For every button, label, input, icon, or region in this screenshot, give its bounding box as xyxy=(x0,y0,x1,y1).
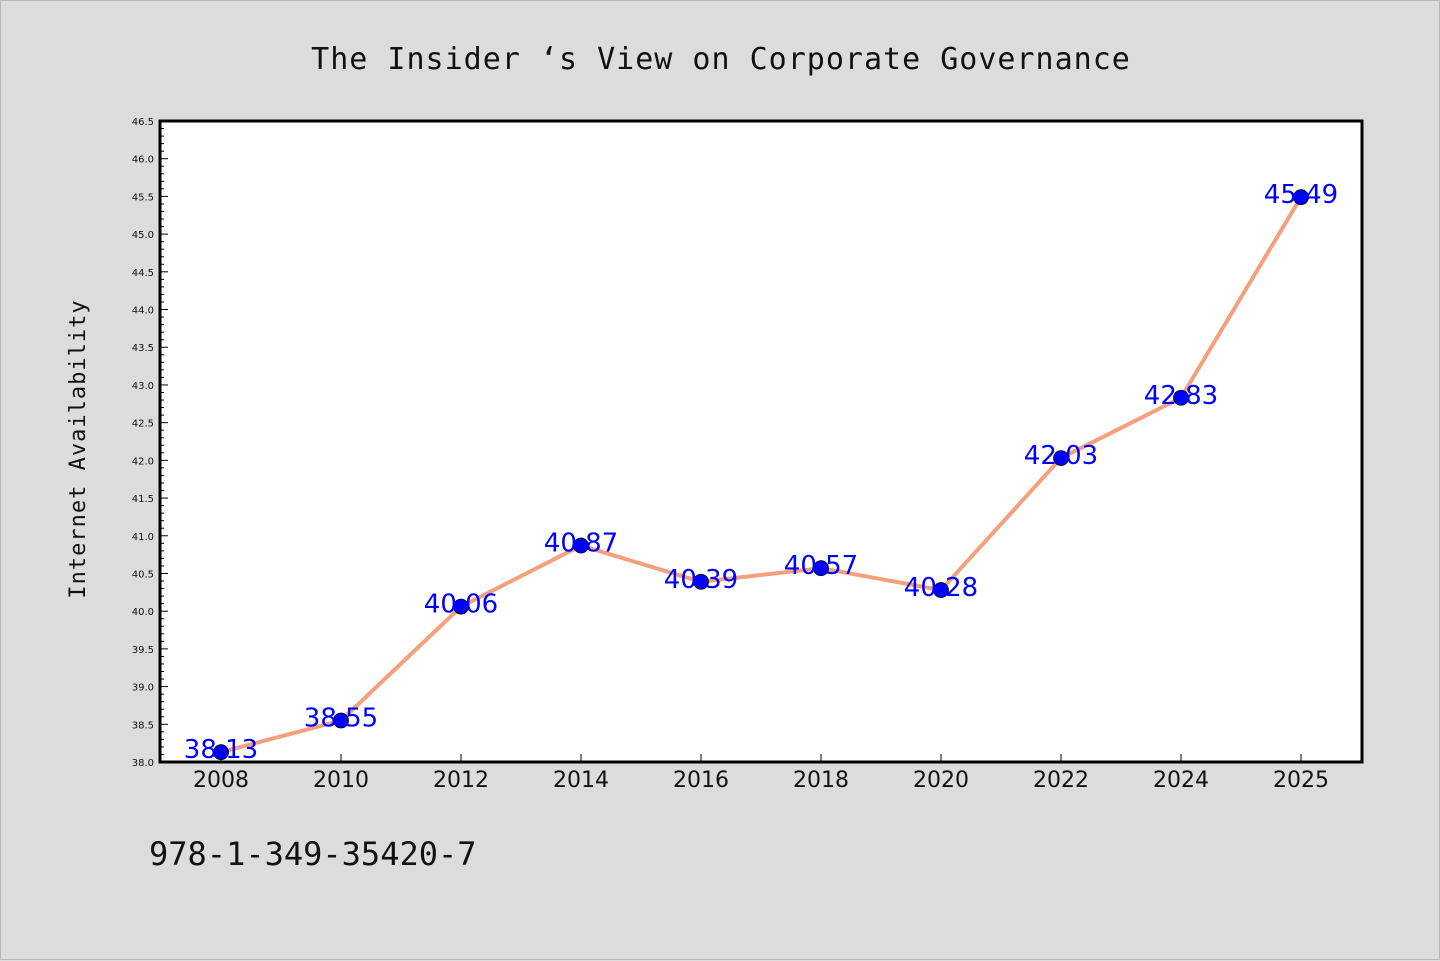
data-label: 40.57 xyxy=(784,551,858,581)
data-label: 45.49 xyxy=(1264,180,1338,210)
x-tick-label: 2025 xyxy=(1273,768,1329,793)
plot-area xyxy=(158,119,1364,764)
y-tick-label: 42.5 xyxy=(132,419,154,430)
y-tick-label: 38.0 xyxy=(132,758,154,769)
data-point xyxy=(213,744,229,761)
y-tick-label: 43.5 xyxy=(132,343,154,354)
y-axis-label: Internet Availability xyxy=(66,299,91,598)
y-tick-label: 45.5 xyxy=(132,192,154,203)
data-point xyxy=(933,582,949,598)
y-tick-label: 39.0 xyxy=(132,683,154,694)
y-tick-label: 40.5 xyxy=(132,569,154,580)
x-tick-label: 2014 xyxy=(553,768,609,793)
data-label: 40.28 xyxy=(904,573,978,603)
y-tick-label: 46.0 xyxy=(132,155,154,166)
y-tick-label: 46.5 xyxy=(132,117,154,128)
y-tick-label: 42.0 xyxy=(132,456,154,467)
y-axis: 38.0 38.5 39.0 39.5 40.0 40.5 41.0 41.5 42.0 42.5… xyxy=(132,117,168,769)
y-tick-label: 45.0 xyxy=(132,230,154,241)
data-point xyxy=(813,560,829,577)
y-tick-label: 44.0 xyxy=(132,306,154,317)
data-label: 40.39 xyxy=(664,565,738,595)
data-label: 38.13 xyxy=(184,735,258,765)
data-point xyxy=(333,712,349,729)
y-tick-label: 40.0 xyxy=(132,607,154,618)
data-point xyxy=(453,598,469,615)
y-tick-label: 38.5 xyxy=(132,720,154,731)
data-point xyxy=(693,573,709,590)
x-tick-label: 2020 xyxy=(913,768,969,793)
data-point xyxy=(1053,450,1069,466)
chart-title: The Insider ‘s View on Corporate Governa… xyxy=(311,42,1131,77)
series-line xyxy=(219,195,1303,755)
y-tick-label: 43.0 xyxy=(132,381,154,392)
data-label: 40.06 xyxy=(424,590,498,620)
y-tick-label: 41.0 xyxy=(132,532,154,543)
x-tick-label: 2016 xyxy=(673,768,729,793)
data-point xyxy=(1293,189,1309,206)
data-label: 40.87 xyxy=(544,529,618,559)
data-label: 38.55 xyxy=(304,704,378,734)
isbn-text: 978-1-349-35420-7 xyxy=(149,835,477,873)
series-group: 38.13 38.55 40.06 40.87 40.39 40.57 40.28 42.03… xyxy=(184,180,1338,765)
y-tick-label: 41.5 xyxy=(132,494,154,505)
x-axis: 2008 2010 2012 2014 2016 2018 2020 2022 2024 2025 xyxy=(193,754,1329,793)
y-tick-label: 39.5 xyxy=(132,645,154,656)
y-tick-label: 44.5 xyxy=(132,268,154,279)
x-tick-label: 2012 xyxy=(433,768,489,793)
x-tick-label: 2008 xyxy=(193,768,249,793)
x-tick-label: 2022 xyxy=(1033,768,1089,793)
data-point xyxy=(573,537,589,554)
x-tick-label: 2018 xyxy=(793,768,849,793)
x-tick-label: 2010 xyxy=(313,768,369,793)
data-label: 42.83 xyxy=(1144,381,1218,411)
x-tick-label: 2024 xyxy=(1153,768,1209,793)
data-point xyxy=(1173,389,1189,406)
data-label: 42.03 xyxy=(1024,441,1098,471)
